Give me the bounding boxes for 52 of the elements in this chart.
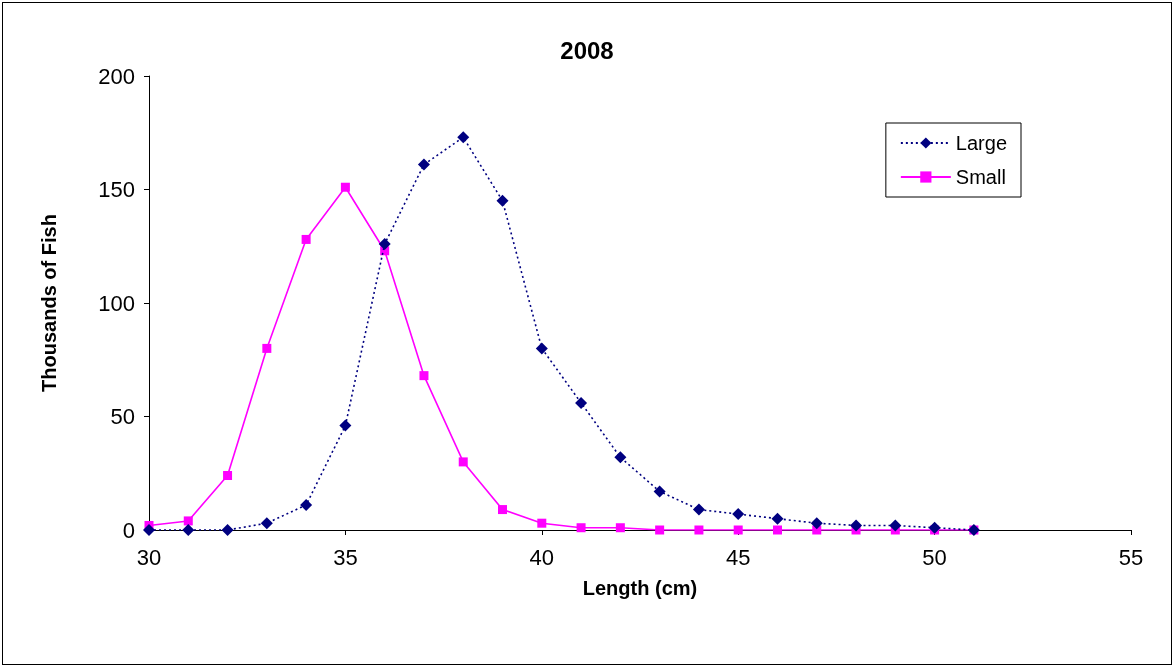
point (850, 519, 863, 532)
point (535, 342, 548, 355)
y-tick-label: 0 (122, 517, 135, 543)
point (301, 234, 311, 244)
point (615, 523, 625, 533)
point (223, 471, 233, 481)
point (496, 194, 509, 207)
point (300, 499, 313, 512)
x-tick-label: 55 (1118, 544, 1144, 570)
point (340, 182, 350, 192)
x-tick-label: 45 (725, 544, 751, 570)
legend-label: Small (955, 166, 1006, 188)
point (694, 525, 704, 535)
x-tick-label: 30 (136, 544, 162, 570)
y-tick-label: 50 (110, 404, 135, 429)
point (928, 521, 941, 534)
y-tick-label: 100 (98, 290, 135, 316)
point (771, 512, 784, 525)
point (182, 524, 195, 536)
point (653, 485, 666, 498)
point (143, 524, 155, 536)
y-tick-label: 200 (98, 63, 135, 89)
legend-label: Large (955, 132, 1007, 154)
x-tick-label: 50 (922, 544, 947, 570)
point (614, 451, 627, 464)
x-tick-label: 35 (333, 544, 358, 570)
point (458, 457, 468, 467)
point (732, 508, 745, 521)
point (692, 503, 705, 516)
y-axis-title: Thousands of Fish (38, 214, 60, 392)
point (733, 525, 743, 535)
point (498, 505, 508, 515)
x-axis-title: Length (cm) (582, 577, 698, 599)
point (537, 518, 547, 528)
point (262, 343, 272, 353)
point (221, 524, 234, 536)
point (810, 517, 823, 530)
point (655, 525, 665, 535)
point (772, 525, 782, 535)
point (419, 371, 429, 381)
x-tick-label: 40 (529, 544, 555, 570)
point (378, 237, 391, 250)
point (575, 396, 588, 409)
point (417, 158, 430, 171)
y-tick-label: 150 (98, 177, 135, 202)
point (457, 131, 470, 144)
point (576, 523, 586, 533)
point (183, 516, 193, 526)
point (339, 419, 352, 432)
point (260, 517, 273, 530)
chart-title: 2008 (560, 36, 614, 64)
point (889, 519, 902, 532)
